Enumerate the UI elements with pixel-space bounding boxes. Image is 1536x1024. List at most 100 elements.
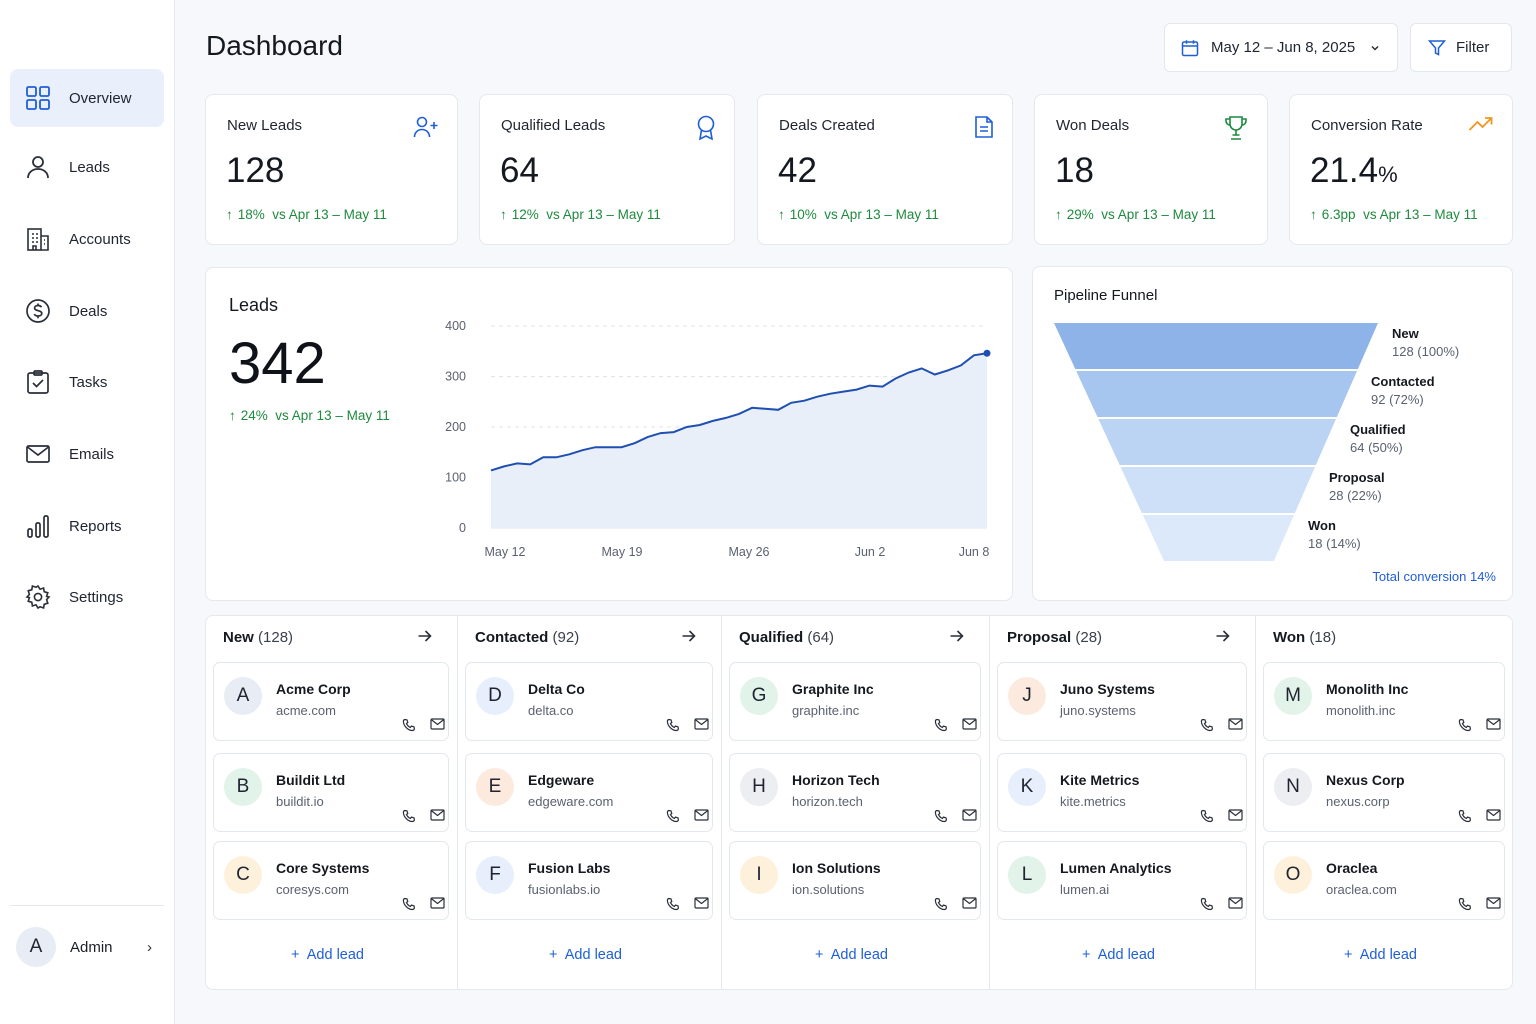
mail-icon[interactable] xyxy=(962,809,977,821)
sidebar-item-leads[interactable]: Leads xyxy=(10,138,164,196)
phone-icon[interactable] xyxy=(1200,809,1214,823)
mail-icon[interactable] xyxy=(1228,809,1243,821)
phone-icon[interactable] xyxy=(666,718,680,732)
add-lead-button[interactable]: + Add lead xyxy=(291,947,364,963)
lead-name: Oraclea xyxy=(1326,860,1378,876)
avatar: H xyxy=(740,768,778,806)
avatar: L xyxy=(1008,856,1046,894)
mail-icon[interactable] xyxy=(1228,718,1243,730)
lead-card[interactable]: I Ion Solutions ion.solutions xyxy=(729,841,981,920)
arrow-right-icon[interactable] xyxy=(681,629,697,643)
lead-card[interactable]: E Edgeware edgeware.com xyxy=(465,753,713,832)
phone-icon[interactable] xyxy=(666,897,680,911)
mail-icon[interactable] xyxy=(1486,718,1501,730)
phone-icon[interactable] xyxy=(402,897,416,911)
phone-icon[interactable] xyxy=(402,809,416,823)
x-tick-label: May 12 xyxy=(485,545,526,559)
avatar: M xyxy=(1274,677,1312,715)
lead-name: Core Systems xyxy=(276,860,370,876)
lead-card[interactable]: K Kite Metrics kite.metrics xyxy=(997,753,1247,832)
avatar: J xyxy=(1008,677,1046,715)
lead-name: Edgeware xyxy=(528,772,595,788)
lead-card[interactable]: C Core Systems coresys.com xyxy=(213,841,449,920)
kanban-column-won: Won (18) M Monolith Inc monolith.inc N N… xyxy=(1255,615,1513,990)
lead-card[interactable]: O Oraclea oraclea.com xyxy=(1263,841,1505,920)
lead-name: Graphite Inc xyxy=(792,681,874,697)
column-header: Qualified (64) xyxy=(739,629,835,646)
funnel-label: Proposal 28 (22%) xyxy=(1329,470,1385,503)
lead-domain: ion.solutions xyxy=(792,882,865,897)
mail-icon[interactable] xyxy=(430,718,445,730)
mail-icon[interactable] xyxy=(962,897,977,909)
phone-icon[interactable] xyxy=(934,809,948,823)
lead-name: Buildit Ltd xyxy=(276,772,346,788)
avatar: D xyxy=(476,677,514,715)
lead-card[interactable]: D Delta Co delta.co xyxy=(465,662,713,741)
add-lead-button[interactable]: + Add lead xyxy=(1344,947,1417,963)
kpi-value: 64 xyxy=(500,151,539,190)
lead-card[interactable]: M Monolith Inc monolith.inc xyxy=(1263,662,1505,741)
gear-icon xyxy=(24,583,52,611)
mail-icon[interactable] xyxy=(1486,809,1501,821)
sidebar-item-deals[interactable]: Deals xyxy=(10,282,164,340)
lead-card[interactable]: L Lumen Analytics lumen.ai xyxy=(997,841,1247,920)
phone-icon[interactable] xyxy=(1200,897,1214,911)
mail-icon[interactable] xyxy=(430,897,445,909)
mail-icon[interactable] xyxy=(694,897,709,909)
sidebar-item-reports[interactable]: Reports xyxy=(10,497,164,555)
lead-card[interactable]: F Fusion Labs fusionlabs.io xyxy=(465,841,713,920)
sidebar-item-label: Settings xyxy=(69,588,124,606)
mail-icon[interactable] xyxy=(1486,897,1501,909)
arrow-right-icon[interactable] xyxy=(1215,629,1231,643)
filter-button[interactable]: Filter xyxy=(1410,23,1512,72)
phone-icon[interactable] xyxy=(1200,718,1214,732)
lead-card[interactable]: A Acme Corp acme.com xyxy=(213,662,449,741)
avatar: B xyxy=(224,768,262,806)
user-menu[interactable]: A Admin › xyxy=(16,924,164,970)
sidebar-item-emails[interactable]: Emails xyxy=(10,425,164,483)
lead-card[interactable]: G Graphite Inc graphite.inc xyxy=(729,662,981,741)
sidebar-item-overview[interactable]: Overview xyxy=(10,69,164,127)
lead-name: Juno Systems xyxy=(1060,681,1155,697)
phone-icon[interactable] xyxy=(666,809,680,823)
phone-icon[interactable] xyxy=(1458,718,1472,732)
leads-delta: ↑ 24% vs Apr 13 – May 11 xyxy=(229,408,390,423)
user-plus-icon xyxy=(413,115,439,139)
add-lead-button[interactable]: + Add lead xyxy=(549,947,622,963)
mail-icon[interactable] xyxy=(430,809,445,821)
phone-icon[interactable] xyxy=(1458,809,1472,823)
sidebar-item-accounts[interactable]: Accounts xyxy=(10,210,164,268)
lead-domain: delta.co xyxy=(528,703,574,718)
lead-domain: fusionlabs.io xyxy=(528,882,601,897)
lead-name: Nexus Corp xyxy=(1326,772,1405,788)
phone-icon[interactable] xyxy=(934,718,948,732)
lead-card[interactable]: J Juno Systems juno.systems xyxy=(997,662,1247,741)
add-lead-button[interactable]: + Add lead xyxy=(1082,947,1155,963)
mail-icon[interactable] xyxy=(694,718,709,730)
arrow-up-icon: ↑ xyxy=(778,207,785,222)
lead-card[interactable]: H Horizon Tech horizon.tech xyxy=(729,753,981,832)
mail-icon[interactable] xyxy=(962,718,977,730)
funnel-title: Pipeline Funnel xyxy=(1054,287,1158,304)
mail-icon[interactable] xyxy=(694,809,709,821)
sidebar-item-tasks[interactable]: Tasks xyxy=(10,353,164,411)
phone-icon[interactable] xyxy=(402,718,416,732)
sidebar-item-label: Leads xyxy=(69,158,110,176)
lead-card[interactable]: N Nexus Corp nexus.corp xyxy=(1263,753,1505,832)
lead-card[interactable]: B Buildit Ltd buildit.io xyxy=(213,753,449,832)
sidebar-item-settings[interactable]: Settings xyxy=(10,568,164,626)
avatar: K xyxy=(1008,768,1046,806)
phone-icon[interactable] xyxy=(934,897,948,911)
kpi-value: 21.4% xyxy=(1310,151,1398,190)
sidebar-item-label: Overview xyxy=(69,89,132,107)
avatar: I xyxy=(740,856,778,894)
arrow-right-icon[interactable] xyxy=(417,629,433,643)
date-range-picker[interactable]: May 12 – Jun 8, 2025 xyxy=(1164,23,1398,72)
arrow-right-icon[interactable] xyxy=(949,629,965,643)
add-lead-button[interactable]: + Add lead xyxy=(815,947,888,963)
lead-domain: monolith.inc xyxy=(1326,703,1396,718)
trophy-icon xyxy=(1223,115,1249,141)
mail-icon[interactable] xyxy=(1228,897,1243,909)
phone-icon[interactable] xyxy=(1458,897,1472,911)
x-tick-label: May 19 xyxy=(602,545,643,559)
